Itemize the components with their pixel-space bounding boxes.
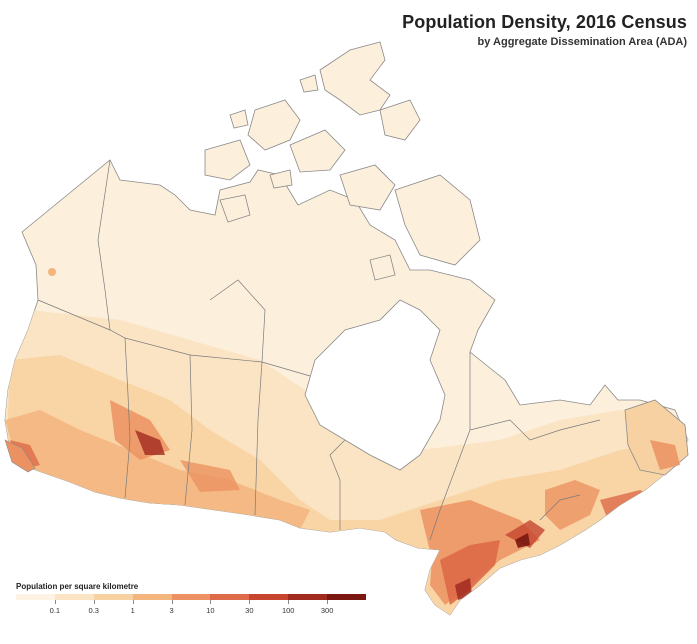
newfoundland-dense-area xyxy=(650,440,680,470)
legend-color-bar xyxy=(16,594,367,600)
legend: Population per square kilometre 0.1 0.3 1 3… xyxy=(16,582,376,616)
map-title: Population Density, 2016 Census xyxy=(402,12,687,32)
legend-tick xyxy=(210,600,212,604)
legend-tick-label: 30 xyxy=(245,606,254,615)
legend-tick xyxy=(132,600,134,604)
whitehorse-marker xyxy=(48,268,56,276)
legend-swatch xyxy=(93,594,133,600)
legend-swatch xyxy=(210,594,250,600)
legend-tick xyxy=(93,600,95,604)
legend-tick xyxy=(288,600,290,604)
legend-tick-label: 3 xyxy=(169,606,174,615)
legend-swatch xyxy=(16,594,55,600)
legend-tick-label: 100 xyxy=(281,606,295,615)
legend-swatch xyxy=(132,594,172,600)
legend-tick-label: 10 xyxy=(206,606,215,615)
legend-tick xyxy=(249,600,251,604)
map-subtitle: by Aggregate Dissemination Area (ADA) xyxy=(477,36,687,48)
legend-swatch xyxy=(249,594,289,600)
legend-tick xyxy=(171,600,173,604)
hudson-bay xyxy=(304,299,446,471)
legend-title: Population per square kilometre xyxy=(16,582,139,591)
title-block: Population Density, 2016 Census by Aggre… xyxy=(402,12,687,48)
legend-swatch xyxy=(54,594,94,600)
legend-swatch xyxy=(288,594,328,600)
legend-tick xyxy=(54,600,56,604)
legend-tick-label: 0.3 xyxy=(88,606,99,615)
provincial-borders xyxy=(37,159,601,541)
vancouver-island xyxy=(4,439,36,473)
legend-swatch xyxy=(171,594,211,600)
legend-ticks: 0.1 0.3 1 3 10 30 100 300 xyxy=(16,600,366,616)
legend-tick-label: 300 xyxy=(320,606,334,615)
legend-tick-label: 1 xyxy=(130,606,135,615)
legend-tick-label: 0.1 xyxy=(49,606,61,615)
legend-tick xyxy=(327,600,329,604)
legend-swatch xyxy=(327,594,367,600)
arctic-islands xyxy=(204,41,481,281)
